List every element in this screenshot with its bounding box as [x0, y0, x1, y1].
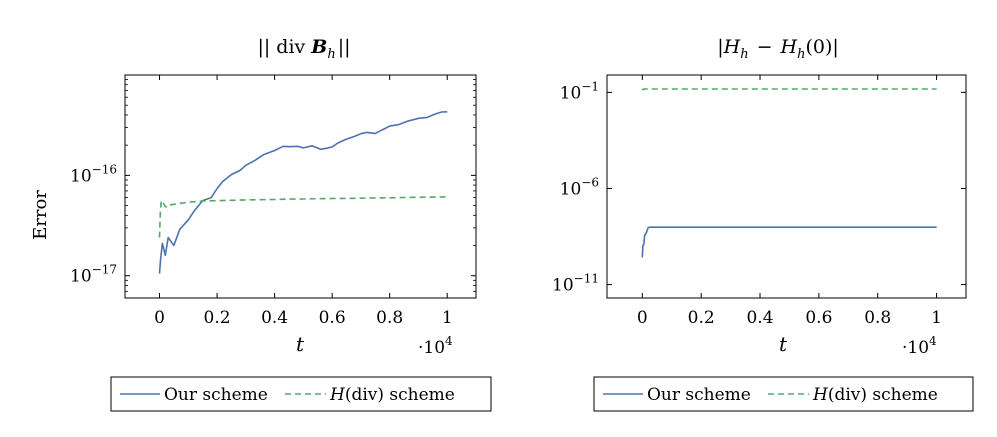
right-x-tick-label: 0.4 [746, 308, 773, 328]
left-x-tick-label: 0.8 [376, 308, 403, 328]
left-x-tick-label: 0 [154, 308, 165, 328]
left-legend-label-hdiv: H(div) scheme [329, 385, 455, 405]
right-series-our-scheme [641, 226, 937, 258]
right-plot-frame [606, 74, 967, 299]
left-x-tick-label: 0.4 [261, 308, 288, 328]
left-y-axis-label: Error [30, 190, 51, 240]
right-legend-label-ours: Our scheme [647, 385, 751, 405]
svg-text:t: t [296, 332, 305, 356]
right-x-tick-label: 0.2 [688, 308, 715, 328]
left-chart-title: || div Bh || [257, 36, 350, 62]
right-x-multiplier: ·104 [902, 334, 937, 358]
right-x-tick-label: 0.8 [864, 308, 891, 328]
left-series-hdiv-scheme [158, 196, 448, 238]
left-legend: Our scheme H(div) scheme [110, 376, 492, 412]
left-x-multiplier: ·104 [418, 334, 453, 358]
left-series-our-scheme [158, 111, 448, 274]
right-x-axis-label: t [779, 332, 788, 356]
left-x-tick-label: 0.6 [319, 308, 346, 328]
right-legend: Our scheme H(div) scheme [593, 376, 974, 412]
right-x-tick-label: 1 [931, 308, 942, 328]
right-x-tick-label: 0 [637, 308, 648, 328]
right-y-tick-label: 10−1 [560, 79, 599, 103]
left-x-axis-label: t [296, 332, 305, 356]
left-x-tick-label: 1 [442, 308, 453, 328]
left-x-tick-label: 0.2 [204, 308, 231, 328]
left-panel: || div Bh || Error 0 0.2 0.4 0.6 0.8 1 10−17 10−16… [30, 36, 492, 412]
right-y-tick-label: 10−11 [552, 272, 599, 296]
left-y-tick-label: 10−16 [70, 162, 117, 186]
left-plot-frame [124, 74, 477, 299]
svg-text:t: t [779, 332, 788, 356]
right-chart-title: |Hh − Hh(0)| [717, 36, 839, 62]
right-series-hdiv-scheme [641, 88, 937, 91]
right-legend-label-hdiv: H(div) scheme [812, 385, 938, 405]
right-y-tick-label: 10−6 [560, 175, 599, 199]
left-y-tick-label: 10−17 [70, 263, 117, 287]
right-panel: |Hh − Hh(0)| 0 0.2 0.4 0.6 0.8 1 10−11 10−6 10−1 t… [552, 36, 974, 412]
left-legend-label-ours: Our scheme [164, 385, 268, 405]
right-x-tick-label: 0.6 [805, 308, 832, 328]
